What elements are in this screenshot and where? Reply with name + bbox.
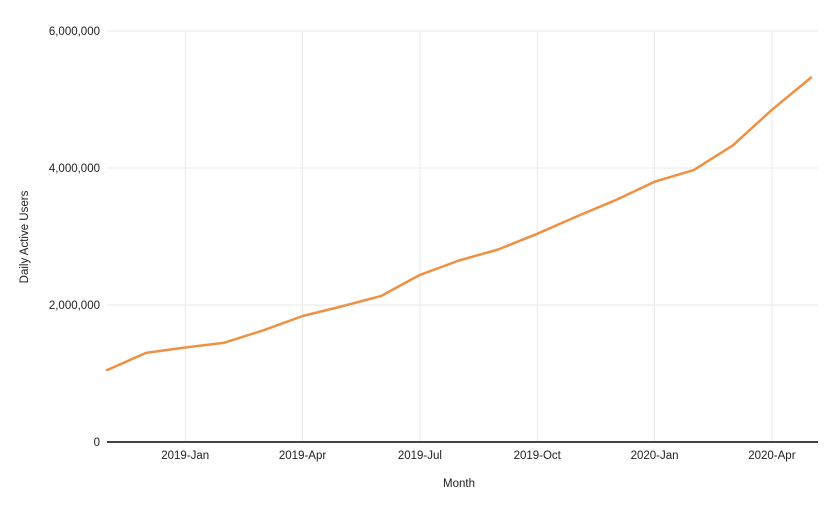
x-tick-label: 2020-Jan xyxy=(631,450,679,462)
y-tick-label: 6,000,000 xyxy=(49,26,100,38)
x-tick-label: 2020-Apr xyxy=(748,450,795,462)
x-tick-label: 2019-Oct xyxy=(514,450,562,462)
y-tick-label: 4,000,000 xyxy=(49,163,100,175)
x-tick-label: 2019-Apr xyxy=(279,450,326,462)
x-axis-title: Month xyxy=(443,478,475,490)
y-tick-label: 0 xyxy=(94,437,100,449)
y-tick-label: 2,000,000 xyxy=(49,300,100,312)
dau-line-series xyxy=(105,76,813,372)
x-tick-label: 2019-Jan xyxy=(161,450,209,462)
y-axis-title: Daily Active Users xyxy=(19,190,31,284)
x-tick-label: 2019-Jul xyxy=(398,450,442,462)
